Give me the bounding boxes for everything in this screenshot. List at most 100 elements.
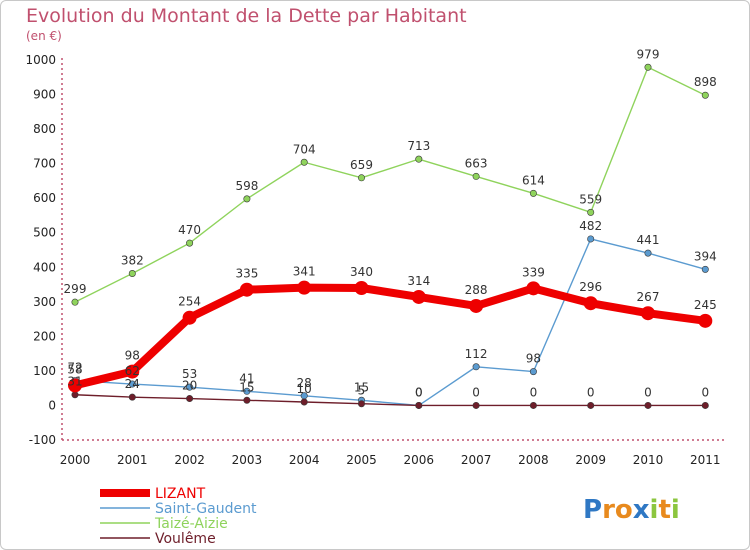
data-label: 482 bbox=[579, 219, 602, 233]
data-label: 20 bbox=[182, 379, 197, 393]
data-label: 0 bbox=[701, 385, 709, 399]
y-tick-label: 400 bbox=[33, 260, 56, 274]
data-label: 0 bbox=[415, 385, 423, 399]
data-label: 15 bbox=[354, 380, 369, 394]
chart-axes: -100010020030040050060070080090010002000… bbox=[25, 53, 724, 467]
data-point bbox=[644, 249, 652, 257]
logo-letter: o bbox=[615, 495, 633, 525]
x-tick-label: 2000 bbox=[60, 453, 91, 467]
x-tick-label: 2002 bbox=[174, 453, 205, 467]
data-label: 713 bbox=[407, 139, 430, 153]
logo-letter: i bbox=[671, 495, 680, 525]
data-label: 28 bbox=[297, 376, 312, 390]
data-point bbox=[587, 208, 595, 216]
legend-label: Taizé-Aizie bbox=[154, 516, 228, 532]
data-point bbox=[182, 310, 197, 325]
y-tick-label: -100 bbox=[29, 433, 56, 447]
logo-letter: x bbox=[633, 495, 650, 525]
series-line-taiz-aizie bbox=[74, 66, 706, 303]
data-point bbox=[698, 313, 713, 328]
data-label: 24 bbox=[125, 377, 140, 391]
y-tick-label: 1000 bbox=[25, 53, 56, 67]
data-label: 335 bbox=[235, 267, 258, 281]
data-label: 614 bbox=[522, 173, 545, 187]
data-label: 0 bbox=[472, 385, 480, 399]
data-point bbox=[354, 281, 369, 295]
data-point bbox=[71, 391, 79, 399]
data-label: 5 bbox=[358, 384, 366, 398]
x-tick-label: 2009 bbox=[575, 453, 606, 467]
data-point bbox=[583, 296, 598, 311]
x-tick-label: 2011 bbox=[690, 453, 721, 467]
x-tick-label: 2006 bbox=[404, 453, 435, 467]
data-label: 598 bbox=[235, 179, 258, 193]
logo-letter: i bbox=[650, 495, 659, 525]
data-point bbox=[68, 378, 82, 393]
data-point bbox=[357, 400, 365, 408]
series-line-voul-me bbox=[74, 394, 706, 407]
x-tick-label: 2008 bbox=[518, 453, 549, 467]
data-point bbox=[644, 63, 652, 71]
data-point bbox=[243, 396, 251, 404]
series-line-saint-gaudent bbox=[74, 238, 706, 407]
data-label: 898 bbox=[694, 75, 717, 89]
data-point bbox=[300, 158, 308, 166]
data-label: 0 bbox=[530, 385, 538, 399]
data-label: 267 bbox=[637, 290, 660, 304]
data-point bbox=[243, 195, 251, 203]
data-label: 112 bbox=[465, 347, 488, 361]
data-label: 314 bbox=[407, 274, 430, 288]
legend-label: Voulême bbox=[155, 531, 216, 547]
x-tick-label: 2010 bbox=[633, 453, 664, 467]
data-label: 53 bbox=[182, 367, 197, 381]
y-tick-label: 600 bbox=[33, 191, 56, 205]
data-point bbox=[701, 91, 709, 99]
data-point bbox=[186, 395, 194, 403]
data-label: 559 bbox=[579, 192, 602, 206]
chart-title: Evolution du Montant de la Dette par Hab… bbox=[26, 5, 467, 27]
data-point bbox=[411, 289, 426, 304]
legend-label: Saint-Gaudent bbox=[155, 501, 257, 517]
data-point bbox=[239, 282, 254, 297]
data-label: 0 bbox=[644, 385, 652, 399]
data-label: 0 bbox=[415, 385, 423, 399]
data-label: 15 bbox=[239, 380, 254, 394]
data-point bbox=[128, 393, 136, 401]
data-label: 704 bbox=[293, 142, 316, 156]
x-tick-label: 2007 bbox=[461, 453, 492, 467]
data-point bbox=[128, 380, 136, 388]
data-point bbox=[415, 155, 423, 163]
y-tick-label: 200 bbox=[33, 329, 56, 343]
data-label: 58 bbox=[67, 362, 82, 376]
data-point bbox=[71, 298, 79, 306]
data-point bbox=[415, 401, 423, 409]
data-point bbox=[128, 269, 136, 277]
logo-text: Proxiti bbox=[583, 495, 680, 525]
series-layer bbox=[68, 63, 713, 409]
data-label: 339 bbox=[522, 265, 545, 279]
y-tick-label: 900 bbox=[33, 88, 56, 102]
data-label: 341 bbox=[293, 265, 316, 279]
data-label: 31 bbox=[67, 375, 82, 389]
data-label: 470 bbox=[178, 223, 201, 237]
y-tick-label: 0 bbox=[48, 398, 56, 412]
data-point bbox=[641, 306, 655, 321]
data-point bbox=[472, 401, 480, 409]
data-label: 299 bbox=[64, 282, 87, 296]
data-label: 296 bbox=[579, 280, 602, 294]
data-point bbox=[472, 363, 480, 371]
data-point bbox=[587, 401, 595, 409]
data-label: 98 bbox=[125, 349, 140, 363]
data-label: 62 bbox=[125, 364, 140, 378]
data-point bbox=[357, 174, 365, 182]
data-point bbox=[472, 172, 480, 180]
data-point bbox=[644, 401, 652, 409]
data-label: 663 bbox=[465, 156, 488, 170]
chart-subtitle: (en €) bbox=[26, 29, 62, 43]
data-point bbox=[529, 368, 537, 376]
data-label: 382 bbox=[121, 253, 144, 267]
data-point bbox=[529, 189, 537, 197]
